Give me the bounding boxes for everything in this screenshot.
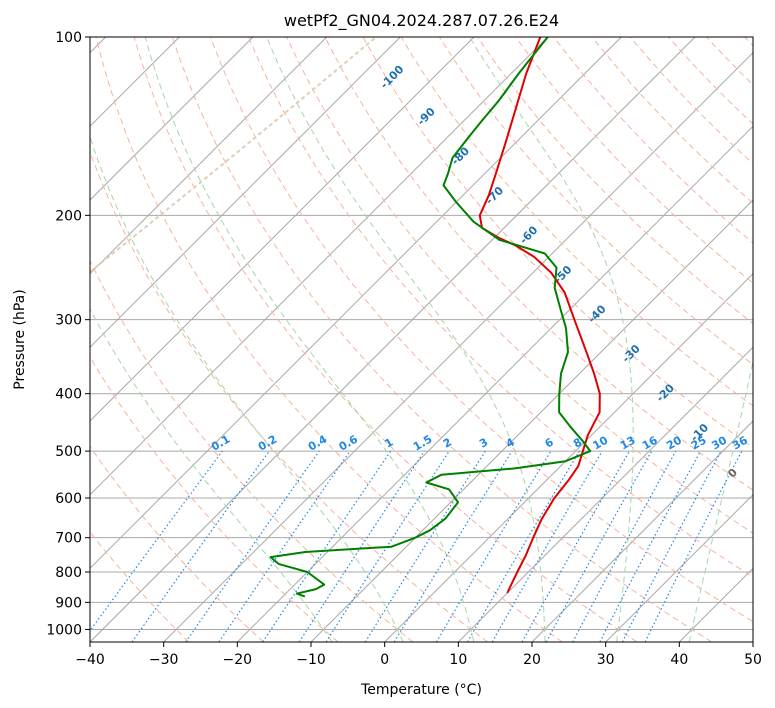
mixing-ratio-line xyxy=(572,450,677,642)
isotherm-gridline xyxy=(531,420,753,642)
x-tick-label: −10 xyxy=(296,652,326,668)
grid-lines xyxy=(90,37,753,642)
dry-adiabat xyxy=(133,37,638,642)
dry-adiabat xyxy=(591,37,753,204)
dry-adiabat xyxy=(629,37,753,165)
mixing-ratio-line xyxy=(90,450,223,632)
mixing-ratio-line xyxy=(393,450,513,642)
mixing-ratio-line xyxy=(545,450,653,642)
mixing-ratio-line xyxy=(644,450,743,642)
mixing-ratio-line xyxy=(218,450,351,642)
mixing-ratio-line xyxy=(325,450,450,642)
isotherm-gridline xyxy=(90,37,549,496)
y-tick-label: 600 xyxy=(55,491,82,507)
isotherm-gridline xyxy=(90,37,622,570)
moist-adiabat xyxy=(144,37,475,642)
x-tick-label: −20 xyxy=(223,652,253,668)
y-tick-label: 300 xyxy=(55,313,82,329)
y-tick-label: 400 xyxy=(55,387,82,403)
isotherm-gridline xyxy=(605,493,753,642)
x-tick-label: 40 xyxy=(670,652,688,668)
x-tick-label: 0 xyxy=(380,652,389,668)
x-tick-label: 10 xyxy=(449,652,467,668)
dry-adiabat xyxy=(171,37,712,642)
isotherm-gridline xyxy=(384,272,753,642)
y-tick-label: 1000 xyxy=(46,622,82,638)
dry-adiabat xyxy=(90,259,414,642)
isotherm-gridline xyxy=(236,125,753,642)
isotherm-gridline xyxy=(90,37,696,642)
dewpoint-profile xyxy=(269,37,592,598)
dry-adiabat xyxy=(248,37,753,578)
reference-curve xyxy=(90,37,377,274)
moist-adiabat xyxy=(266,37,546,642)
dry-adiabat xyxy=(362,37,753,449)
y-tick-label: 500 xyxy=(55,444,82,460)
temperature-profile xyxy=(478,37,601,594)
x-tick-label: 30 xyxy=(597,652,615,668)
moist-adiabat xyxy=(90,135,404,642)
chart-title: wetPf2_GN04.2024.287.07.26.E24 xyxy=(284,11,559,31)
x-axis-title: Temperature (°C) xyxy=(360,682,482,698)
x-tick-label: 20 xyxy=(523,652,541,668)
mixing-ratio-line xyxy=(298,450,425,642)
y-tick-label: 800 xyxy=(55,565,82,581)
isotherm-gridline xyxy=(457,346,753,642)
moist-adiabat xyxy=(90,308,333,642)
x-tick-label: 50 xyxy=(744,652,762,668)
y-tick-label: 200 xyxy=(55,208,82,224)
x-tick-label: −40 xyxy=(75,652,105,668)
dry-adiabat xyxy=(477,37,753,325)
y-tick-label: 100 xyxy=(55,30,82,46)
isotherm-gridline xyxy=(90,37,475,422)
isotherm-gridline xyxy=(90,37,328,275)
mixing-ratio-line xyxy=(131,450,270,642)
mixing-ratio-line xyxy=(185,450,320,642)
dry-adiabat xyxy=(95,37,563,642)
y-tick-label: 700 xyxy=(55,531,82,547)
mixing-ratio-line xyxy=(521,450,631,642)
profiles xyxy=(269,37,601,598)
plot-frame xyxy=(89,36,754,643)
moist-adiabat xyxy=(688,358,753,642)
isotherm-gridline xyxy=(163,51,753,642)
mixing-ratio-line xyxy=(262,450,392,642)
y-axis-title: Pressure (hPa) xyxy=(12,289,28,389)
isotherm-gridline xyxy=(90,37,254,201)
dry-adiabat xyxy=(90,445,264,642)
y-tick-label: 900 xyxy=(55,595,82,611)
x-tick-label: −30 xyxy=(149,652,179,668)
dry-adiabat xyxy=(515,37,753,284)
axes: −40 −30 −20 −10 0 10 20 30 40 50 1000 900 800 700 600 5… xyxy=(46,30,762,668)
dry-adiabat xyxy=(324,37,753,491)
isotherm-gridline xyxy=(90,37,401,349)
